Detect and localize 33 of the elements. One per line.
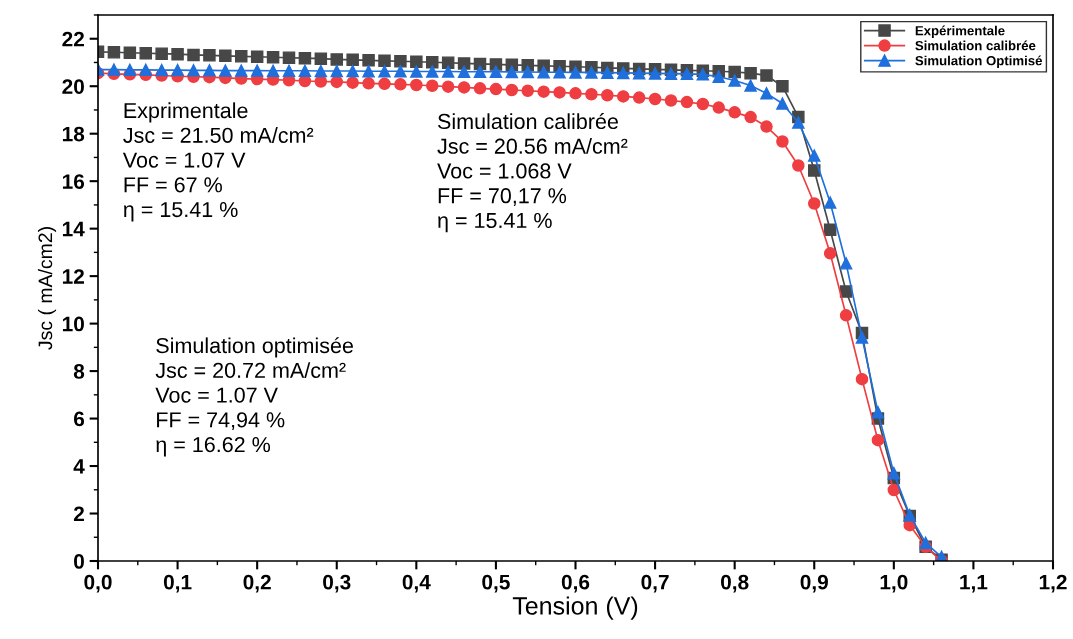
x-tick-label: 1,1 — [960, 574, 988, 593]
y-axis-title: Jsc ( mA/cm2) — [37, 227, 57, 350]
x-tick-label: 0,2 — [243, 574, 271, 593]
x-tick-label: 1,2 — [1039, 574, 1067, 593]
y-tick-label: 20 — [62, 79, 84, 94]
x-tick-label: 0,3 — [323, 574, 351, 593]
y-tick-label: 12 — [62, 269, 84, 284]
y-tick-label: 14 — [62, 221, 85, 237]
x-tick-label: 0,4 — [402, 574, 431, 593]
y-tick-label: 2 — [73, 506, 84, 522]
x-tick-label: 0,9 — [800, 574, 828, 593]
x-tick-label: 1,0 — [880, 574, 908, 593]
legend-label: Simulation Optimisé — [915, 55, 1042, 68]
y-tick-label: 16 — [62, 174, 85, 189]
x-tick-label: 0,0 — [84, 574, 112, 593]
y-tick-label: 0 — [74, 554, 84, 569]
y-tick-label: 8 — [73, 364, 85, 379]
y-tick-label: 10 — [62, 316, 84, 332]
legend-label: Expérimentale — [915, 25, 1005, 38]
x-tick-label: 0,6 — [561, 574, 590, 593]
annotation: Simulation optimisée Jsc = 20.72 mA/cm² Voc = 1.07 V FF = 74,94 % η = 16.62 % — [155, 337, 353, 457]
y-tick-label: 22 — [62, 31, 84, 47]
x-tick-label: 0,8 — [721, 574, 749, 593]
x-tick-label: 0,5 — [482, 574, 510, 593]
annotation: Simulation calibrée Jsc = 20.56 mA/cm² Voc = 1.068 V FF = 70,17 % η = 15.41 % — [437, 113, 628, 233]
legend-label: Simulation calibrée — [915, 40, 1036, 51]
x-tick-label: 0,1 — [163, 574, 192, 593]
y-tick-label: 18 — [62, 126, 85, 142]
y-tick-label: 4 — [73, 459, 85, 474]
x-tick-label: 0,7 — [641, 574, 669, 593]
y-tick-label: 6 — [73, 411, 85, 427]
annotation: Exprimentale Jsc = 21.50 mA/cm² Voc = 1.07 V FF = 67 % η = 15.41 % — [122, 102, 314, 222]
x-axis-title: Tension (V) — [512, 596, 638, 620]
